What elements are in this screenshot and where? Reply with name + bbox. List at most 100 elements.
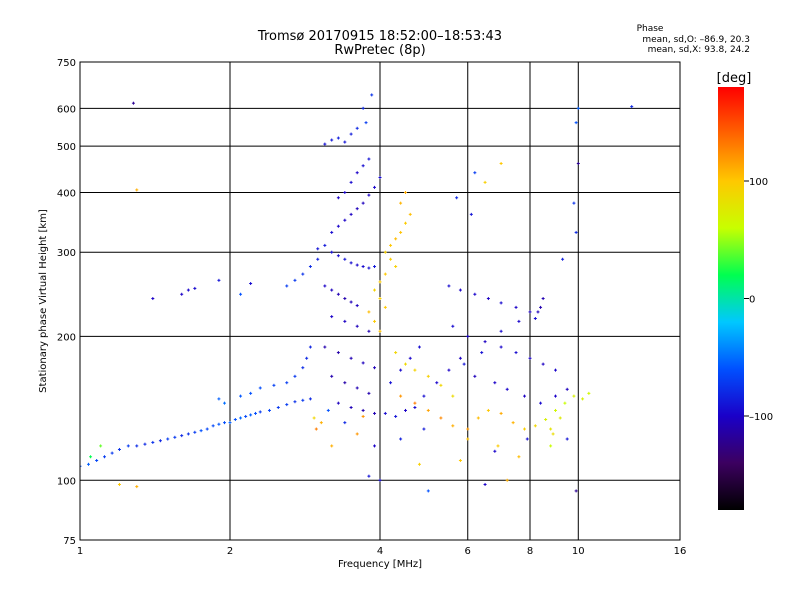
scatter-point [293, 400, 297, 404]
scatter-point [399, 230, 403, 234]
scatter-point [228, 421, 232, 425]
scatter-point [383, 272, 387, 276]
scatter-point [399, 368, 403, 372]
scatter-point [367, 157, 371, 161]
scatter-point [458, 288, 462, 292]
scatter-point [486, 408, 490, 412]
scatter-point [330, 250, 334, 254]
scatter-point [336, 196, 340, 200]
scatter-point [355, 386, 359, 390]
scatter-point [408, 356, 412, 360]
scatter-point [469, 212, 473, 216]
x-axis-label: Frequency [MHz] [338, 559, 422, 570]
scatter-point [511, 421, 515, 425]
scatter-point [308, 265, 312, 269]
scatter-point [364, 121, 368, 125]
scatter-point [378, 280, 382, 284]
scatter-point [135, 444, 139, 448]
scatter-point [305, 356, 309, 360]
y-tick-label: 500 [57, 142, 76, 153]
scatter-point [399, 437, 403, 441]
scatter-point [458, 458, 462, 462]
scatter-point [323, 284, 327, 288]
scatter-point [205, 427, 209, 431]
scatter-point [301, 366, 305, 370]
scatter-point [361, 414, 365, 418]
scatter-point [455, 196, 459, 200]
scatter-point [630, 105, 634, 109]
scatter-point [403, 362, 407, 366]
scatter-point [373, 411, 377, 415]
scatter-point [417, 345, 421, 349]
scatter-point [466, 334, 470, 338]
scatter-point [499, 411, 503, 415]
scatter-point [117, 482, 121, 486]
scatter-point [466, 427, 470, 431]
scatter-point [541, 362, 545, 366]
scatter-point [576, 161, 580, 165]
colorbar-tick-label: 0 [749, 295, 755, 306]
scatter-point [426, 374, 430, 378]
scatter-point [239, 394, 243, 398]
scatter-point [135, 485, 139, 489]
scatter-point [413, 405, 417, 409]
scatter-point [451, 394, 455, 398]
scatter-point [462, 362, 466, 366]
scatter-point [330, 230, 334, 234]
scatter-point [316, 247, 320, 251]
phase-stats-o: mean, sd,O: –86.9, 20.3 [642, 35, 750, 45]
scatter-point [514, 351, 518, 355]
scatter-point [435, 381, 439, 385]
scatter-point [131, 101, 135, 105]
colorbar-label: [deg] [717, 71, 752, 86]
chart-title-line2: RwPretec (8p) [334, 43, 425, 58]
scatter-point [223, 421, 227, 425]
scatter-point [483, 180, 487, 184]
scatter-point [199, 429, 203, 433]
scatter-point [505, 478, 509, 482]
scatter-point [330, 138, 334, 142]
scatter-point [587, 391, 591, 395]
scatter-point [110, 451, 114, 455]
scatter-point [389, 257, 393, 261]
scatter-point [312, 416, 316, 420]
y-tick-label: 400 [57, 188, 76, 199]
scatter-point [413, 401, 417, 405]
y-tick-label: 600 [57, 104, 76, 115]
scatter-point [426, 408, 430, 412]
scatter-point [523, 427, 527, 431]
scatter-point [473, 171, 477, 175]
scatter-point [408, 212, 412, 216]
scatter-point [244, 414, 248, 418]
scatter-point [349, 180, 353, 184]
scatter-point [373, 319, 377, 323]
scatter-point [336, 254, 340, 258]
x-tick-label: 4 [377, 546, 383, 557]
scatter-point [80, 464, 82, 468]
scatter-point [517, 319, 521, 323]
scatter-point [343, 319, 347, 323]
scatter-point [151, 440, 155, 444]
scatter-point [249, 391, 253, 395]
scatter-point [180, 292, 184, 296]
scatter-point [367, 329, 371, 333]
x-tick-label: 8 [527, 546, 533, 557]
scatter-point [373, 265, 377, 269]
scatter-point [89, 455, 93, 459]
scatter-point [267, 408, 271, 412]
scatter-point [499, 329, 503, 333]
scatter-point [505, 387, 509, 391]
scatter-point [117, 447, 121, 451]
scatter-point [258, 410, 262, 414]
scatter-point [343, 218, 347, 222]
scatter-point [523, 394, 527, 398]
scatter-point [143, 442, 147, 446]
scatter-point [541, 297, 545, 301]
scatter-point [349, 356, 353, 360]
scatter-point [576, 106, 580, 110]
scatter-point [343, 257, 347, 261]
scatter-point [158, 439, 162, 443]
scatter-point [186, 432, 190, 436]
scatter-point [249, 413, 253, 417]
